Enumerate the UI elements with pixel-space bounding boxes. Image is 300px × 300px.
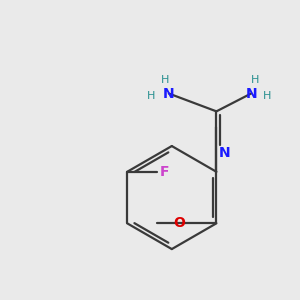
Text: H: H [263, 91, 271, 100]
Text: N: N [218, 146, 230, 160]
Text: H: H [161, 75, 169, 85]
Text: O: O [173, 216, 185, 230]
Text: H: H [251, 75, 259, 85]
Text: F: F [160, 165, 170, 179]
Text: H: H [147, 91, 155, 100]
Text: N: N [163, 86, 175, 100]
Text: N: N [245, 86, 257, 100]
